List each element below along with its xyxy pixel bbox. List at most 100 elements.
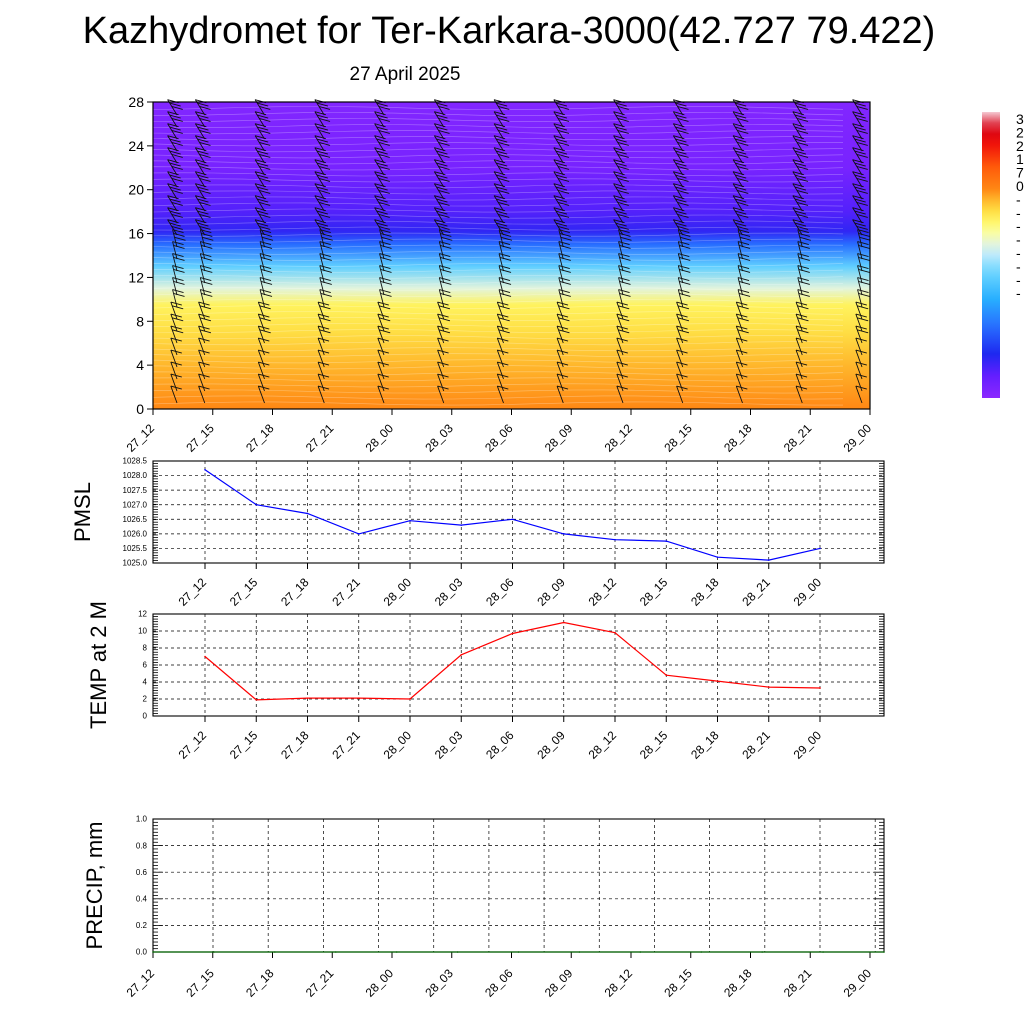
data-point <box>274 951 276 953</box>
wind-barb-feather <box>677 106 689 110</box>
wind-barb <box>377 301 385 320</box>
wind-barb <box>167 183 178 200</box>
wind-barb-feather <box>377 313 389 318</box>
wind-barb-feather <box>678 289 690 293</box>
wind-barb <box>613 159 624 176</box>
wind-barb-feather <box>796 154 809 158</box>
wind-barb <box>553 207 564 224</box>
wind-barb-feather <box>439 253 451 257</box>
wind-barb-feather <box>737 317 749 322</box>
wind-barb <box>852 123 863 140</box>
wind-barb <box>259 289 265 308</box>
heat-y-tick-label: 12 <box>128 269 144 285</box>
wind-barb-feather <box>316 222 329 227</box>
wind-barb <box>438 265 445 284</box>
wind-barb-feather <box>317 361 330 366</box>
wind-barb-feather <box>438 118 450 122</box>
wind-barb-feather <box>558 241 570 245</box>
wind-barb-feather <box>317 313 330 318</box>
wind-barb-feather <box>498 214 510 218</box>
wind-barb-feather <box>316 162 329 167</box>
contour-line <box>152 335 844 340</box>
wind-barb-feather <box>856 166 868 170</box>
wind-barb-feather <box>258 313 270 318</box>
wind-barb <box>613 135 624 152</box>
wind-barb <box>732 219 743 236</box>
wind-barb-feather <box>677 214 689 218</box>
wind-barb-feather <box>498 329 510 334</box>
wind-barb-feather <box>496 138 508 143</box>
wind-barb-feather <box>380 245 392 249</box>
wind-barb <box>199 229 206 248</box>
wind-barb-feather <box>676 349 688 354</box>
wind-barb <box>254 183 265 200</box>
wind-barb <box>172 289 178 308</box>
wind-barb-feather <box>169 198 181 203</box>
wind-barb-feather <box>557 154 570 158</box>
wind-barb-feather <box>854 186 866 191</box>
x-tick-label: 27_15 <box>227 728 261 762</box>
wind-barb <box>855 385 863 404</box>
wind-barb <box>374 123 385 140</box>
contour-line <box>152 184 844 189</box>
wind-barb-feather <box>798 269 810 273</box>
wind-barb-feather <box>436 114 448 119</box>
wind-barb <box>797 289 803 308</box>
colorbar-label: 1 <box>1016 151 1024 167</box>
wind-barb-feather <box>558 265 570 269</box>
wind-barb-feather <box>199 226 211 230</box>
wind-barb-feather <box>854 138 866 143</box>
wind-barb-feather <box>555 150 568 155</box>
wind-barb-feather <box>555 138 568 143</box>
heat-x-tick-label: 27_18 <box>243 421 277 455</box>
wind-barb-feather <box>794 102 807 107</box>
wind-barb-feather <box>738 293 751 297</box>
wind-barb <box>618 289 624 308</box>
wind-barb-feather <box>259 178 271 182</box>
wind-barb <box>672 195 684 212</box>
wind-barb <box>493 171 504 188</box>
contour-line <box>152 124 844 129</box>
wind-barb-feather <box>735 102 747 107</box>
wind-barb-feather <box>856 214 868 218</box>
contour-line <box>152 208 844 213</box>
data-point <box>665 540 668 542</box>
wind-barb <box>170 385 178 404</box>
wind-barb <box>314 171 325 188</box>
wind-barb-feather <box>440 293 452 297</box>
wind-barb <box>676 373 684 392</box>
wind-barb-feather <box>440 269 452 273</box>
wind-barb <box>438 253 445 272</box>
wind-barb-feather <box>436 102 448 107</box>
wind-barb-feather <box>796 214 809 218</box>
contour-line <box>152 232 844 237</box>
wind-barb-feather <box>678 277 690 281</box>
wind-barb-feather <box>170 385 182 390</box>
wind-barb-feather <box>857 329 869 334</box>
wind-barb <box>618 265 624 284</box>
wind-barb <box>672 219 684 236</box>
wind-barb <box>792 111 803 128</box>
wind-barb-feather <box>169 162 181 167</box>
contour-line <box>152 106 844 110</box>
wind-barb-feather <box>558 253 570 257</box>
wind-barb <box>616 337 624 356</box>
wind-barb <box>792 183 803 200</box>
wind-barb-feather <box>438 142 450 146</box>
wind-barb <box>737 229 743 248</box>
wind-barb <box>616 373 624 392</box>
colorbar-label: - <box>1016 245 1021 261</box>
y-axis-label: PMSL <box>70 482 95 542</box>
data-point <box>511 518 514 521</box>
wind-barb-feather <box>318 214 331 218</box>
wind-barb-feather <box>259 202 271 206</box>
wind-barb-feather <box>679 269 691 273</box>
wind-barb-feather <box>441 236 453 241</box>
data-point <box>819 547 821 550</box>
wind-barb <box>792 219 803 236</box>
wind-barb-feather <box>857 277 869 281</box>
x-tick-label: 28_03 <box>422 966 456 1000</box>
wind-barb-feather <box>437 385 449 390</box>
x-tick-label: 29_00 <box>841 966 875 1000</box>
wind-barb-feather <box>557 178 570 182</box>
